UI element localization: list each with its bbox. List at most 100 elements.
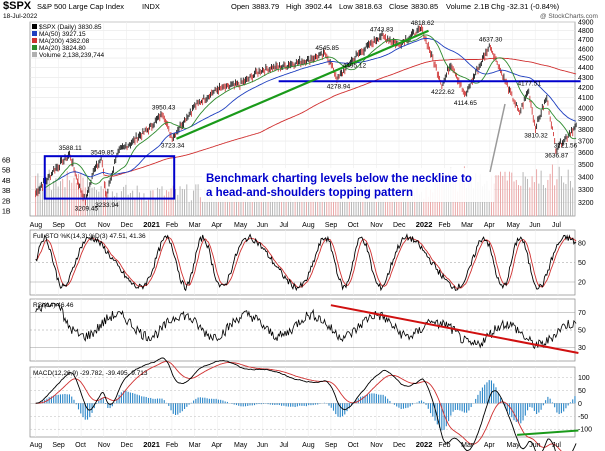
volume-bar — [357, 197, 359, 216]
macd-hist-bar — [569, 402, 571, 404]
macd-hist-bar — [278, 403, 280, 406]
macd-hist-bar — [554, 403, 556, 408]
price-label: 3233.94 — [95, 202, 119, 209]
macd-hist-bar — [330, 403, 332, 408]
volume-axis-tick: 5B — [2, 168, 11, 175]
macd-hist-bar — [220, 399, 222, 404]
macd-axis-tick: -100 — [578, 427, 592, 434]
volume-bar — [294, 197, 296, 216]
price-axis-tick: 4700 — [578, 37, 594, 44]
macd-hist-bar — [66, 394, 68, 404]
rsi-title: RSI(14) 46.46 — [33, 302, 74, 309]
macd-hist-bar — [163, 400, 165, 404]
volume-bar — [346, 188, 348, 216]
macd-hist-bar — [508, 403, 511, 415]
price-label: 4222.62 — [431, 89, 455, 96]
volume-bar — [430, 189, 431, 216]
x-axis-label: Mar — [189, 442, 202, 449]
volume-bar — [533, 182, 535, 216]
macd-hist-bar — [77, 403, 80, 410]
volume-bar — [50, 190, 52, 216]
price-axis-tick: 4400 — [578, 65, 594, 72]
macd-hist-bar — [224, 401, 226, 404]
macd-hist-bar — [84, 403, 86, 420]
volume-bar — [163, 195, 165, 216]
x-axis-label: Apr — [484, 222, 496, 229]
macd-line — [35, 357, 577, 451]
macd-hist-bar — [233, 403, 235, 405]
macd-hist-bar — [204, 397, 206, 404]
macd-hist-bar — [490, 380, 493, 404]
macd-hist-bar — [416, 402, 418, 404]
volume-bar — [335, 198, 337, 216]
macd-hist-bar — [317, 403, 319, 405]
macd-hist-bar — [418, 401, 420, 404]
macd-hist-bar — [429, 403, 432, 414]
macd-hist-bar — [256, 403, 258, 405]
volume-bar — [472, 188, 474, 216]
macd-hist-bar — [558, 403, 560, 415]
macd-hist-bar — [177, 403, 179, 415]
volume-bar — [143, 193, 145, 216]
volume-bar — [497, 175, 499, 216]
macd-hist-bar — [206, 398, 208, 404]
price-label: 4743.83 — [370, 27, 394, 34]
volume-bar — [495, 175, 497, 216]
volume-bar — [251, 201, 253, 216]
series-layer — [35, 24, 581, 451]
volume-bar — [281, 199, 283, 216]
macd-axis-tick: 50 — [578, 388, 586, 395]
macd-hist-bar — [190, 402, 192, 404]
volume-bar — [177, 194, 179, 216]
volume-bar — [403, 188, 404, 216]
price-label: 4818.62 — [411, 20, 435, 27]
macd-hist-bar — [64, 393, 66, 404]
macd-hist-bar — [398, 403, 400, 408]
volume-bar — [391, 199, 393, 216]
legend-swatch-ma50 — [32, 31, 37, 36]
volume-bar — [57, 186, 59, 216]
macd-hist-bar — [283, 403, 285, 406]
price-axis-tick: 3600 — [578, 150, 594, 157]
volume-bar — [236, 189, 237, 216]
x-axis-label: Feb — [166, 442, 178, 449]
macd-hist-bar — [497, 392, 499, 404]
volume-bar — [199, 197, 201, 216]
volume-bar — [148, 199, 149, 216]
volume-bar — [314, 200, 316, 216]
macd-hist-bar — [382, 394, 384, 404]
volume-bar — [168, 191, 170, 216]
macd-hist-bar — [504, 403, 506, 408]
volume-bar — [551, 164, 553, 216]
volume-bar — [337, 198, 339, 216]
macd-hist-bar — [402, 403, 405, 409]
macd-hist-bar — [450, 403, 452, 416]
macd-hist-bar — [154, 398, 156, 404]
price-label: 3723.34 — [161, 142, 185, 149]
volume-bar — [418, 194, 420, 216]
legend-swatch-price — [32, 24, 37, 29]
macd-hist-bar — [226, 401, 228, 404]
annotation-arrow — [489, 103, 506, 173]
macd-hist-bar — [369, 393, 371, 404]
macd-hist-bar — [73, 399, 75, 404]
volume-bar — [132, 190, 134, 216]
price-axis-tick: 3500 — [578, 162, 594, 169]
x-axis-label: Mar — [189, 222, 202, 229]
sto-k-line — [35, 233, 577, 292]
macd-hist-bar — [529, 403, 531, 407]
macd-hist-bar — [172, 403, 174, 414]
macd-hist-bar — [179, 403, 181, 413]
macd-hist-bar — [457, 403, 459, 410]
macd-hist-bar — [409, 403, 411, 407]
x-axis-label: Oct — [348, 222, 359, 229]
x-axis-label: Jul — [279, 442, 288, 449]
x-axis-label: Apr — [211, 442, 223, 449]
volume-bar — [278, 199, 280, 216]
volume-bar — [258, 199, 260, 216]
macd-hist-bar — [332, 403, 335, 411]
volume-bar — [330, 194, 332, 216]
macd-hist-bar — [75, 403, 77, 405]
macd-hist-bar — [202, 397, 204, 404]
low-value: 3818.63 — [355, 2, 382, 11]
